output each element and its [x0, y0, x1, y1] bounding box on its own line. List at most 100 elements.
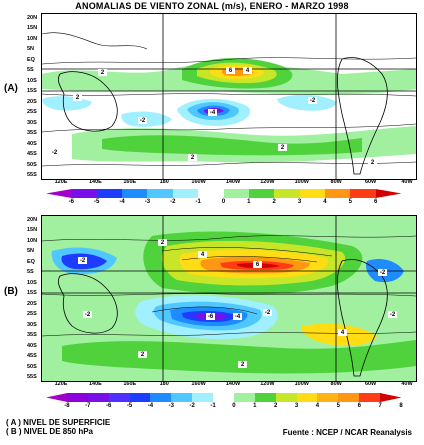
colorbar-swatch — [350, 189, 377, 198]
contour-value-label: 2 — [371, 160, 375, 166]
lat-tick-label: 5N — [27, 46, 35, 53]
lat-tick-label: 5S — [27, 269, 34, 276]
lon-tick-label: 180 — [159, 179, 169, 185]
panel-a-label: (A) — [4, 83, 18, 94]
contour-value-label: -2 — [310, 98, 316, 104]
lon-tick-label: 160W — [191, 381, 206, 387]
lat-tick-label: 10S — [27, 77, 37, 84]
contour-value-label: -6 — [208, 314, 214, 320]
contour-label-bg — [226, 67, 235, 74]
colorbar-tick-label: -1 — [210, 403, 216, 409]
contour-value-label: -2 — [80, 258, 86, 264]
lat-tick-label: EQ — [27, 56, 35, 63]
lat-tick-label: 15N — [27, 25, 38, 32]
contour-label-bg — [368, 159, 377, 166]
lat-tick-label: 50S — [27, 161, 37, 168]
contour-value-label: -4 — [210, 110, 216, 116]
colorbar-swatch — [375, 189, 402, 198]
colorbar-swatch — [324, 189, 351, 198]
colorbar-tick-label: 0 — [221, 199, 226, 205]
lat-tick-label: 35S — [27, 130, 37, 137]
colorbar-tick-label: 4 — [323, 199, 327, 205]
contour-value-label: 2 — [76, 95, 80, 101]
colorbar-swatch — [359, 393, 381, 402]
lat-tick-label: 20N — [27, 15, 38, 21]
lat-tick-label: 45S — [27, 353, 37, 360]
contour-label-bg — [138, 117, 147, 124]
lon-tick-label: 120E — [54, 179, 68, 185]
lat-tick-label: 35S — [27, 332, 37, 339]
lon-tick-label: 180 — [159, 381, 169, 387]
lon-tick-label: 60W — [364, 381, 377, 387]
colorbar-tick-label: -5 — [126, 403, 133, 409]
colorbar-swatch — [46, 189, 72, 198]
colorbar-tick-label: 3 — [297, 199, 302, 205]
lat-tick-label: 25S — [27, 109, 37, 116]
contour-value-label: -2 — [85, 312, 91, 318]
colorbar-swatch — [213, 393, 235, 402]
colorbar-tick-label: 0 — [232, 403, 236, 409]
colorbar-tick-label: 7 — [378, 403, 382, 409]
legend-notes: ( A ) NIVEL DE SUPERFICIE ( B ) NIVEL DE… — [6, 418, 110, 436]
longitude-axis-b: 120E 140E 160E 180 160W 140W 120W 100W 80W 60W 40W — [41, 381, 415, 389]
colorbar-swatch — [274, 189, 301, 198]
contour-value-label: -2 — [390, 312, 396, 318]
map-panel-surface: 2 4 6 -4 -2 2 -2 2 -2 2 2 — [41, 13, 417, 180]
colorbar-tick-label: 1 — [247, 199, 251, 205]
contour-label-bg — [338, 329, 347, 336]
lat-tick-label: 10N — [27, 35, 38, 42]
colorbar-swatch — [71, 189, 98, 198]
lat-tick-label: 15N — [27, 227, 38, 234]
lat-tick-label: 20S — [27, 300, 37, 307]
lat-tick-label: 10N — [27, 237, 38, 244]
contour-value-label: 4 — [341, 330, 345, 336]
lat-tick-label: 45S — [27, 151, 37, 158]
contour-label-bg — [378, 269, 387, 276]
lon-tick-label: 160W — [191, 179, 206, 185]
colorbar-swatch — [254, 393, 277, 402]
colorbar-swatch — [192, 393, 214, 402]
data-source: Fuente : NCEP / NCAR Reanalysis — [282, 428, 412, 437]
contour-value-label: 2 — [161, 240, 165, 246]
colorbar-tick-label: -4 — [119, 199, 125, 205]
lon-tick-label: 140E — [88, 179, 102, 185]
lon-tick-label: 160E — [123, 381, 137, 387]
lat-tick-label: 15S — [27, 290, 37, 297]
map-title: ANOMALIAS DE VIENTO ZONAL (m/s), ENERO -… — [75, 1, 349, 11]
colorbar-swatch — [296, 393, 318, 402]
colorbar-b-labels: -8 -7 -6 -5 -4 -3 -2 -1 0 1 2 3 4 5 6 7 8 — [46, 403, 402, 411]
colorbar-tick-label: -7 — [85, 403, 91, 409]
contour-value-label: -4 — [235, 314, 241, 320]
longitude-axis-a: 120E 140E 160E 180 160W 140W 120W 100W 80W 60W 40W — [41, 179, 415, 187]
contour-label-bg — [73, 94, 82, 101]
contour-value-label: 4 — [201, 252, 205, 258]
contour-label-bg — [98, 69, 107, 76]
lon-tick-label: 60W — [364, 179, 377, 185]
colorbar-tick-label: -3 — [168, 403, 174, 409]
contour-label-bg — [388, 311, 397, 318]
contour-value-label: 6 — [229, 68, 233, 74]
lat-tick-label: 55S — [27, 374, 37, 380]
colorbar-tick-label: -1 — [195, 199, 201, 205]
latitude-axis-b: 20N 15N 10N 5N EQ 5S 10S 15S 20S 25S 30S 35S 40S 45S 5… — [27, 215, 41, 380]
colorbar-a — [46, 189, 402, 198]
panel-b-label: (B) — [4, 286, 18, 297]
lat-tick-label: 40S — [27, 342, 37, 349]
colorbar-tick-label: -2 — [170, 199, 176, 205]
contour-value-label: -2 — [140, 118, 146, 124]
contour-label-bg — [208, 109, 217, 116]
contour-value-label: 2 — [141, 352, 145, 358]
colorbar-swatch — [172, 189, 199, 198]
contour-label-bg — [233, 313, 242, 320]
lon-tick-label: 140W — [225, 179, 241, 185]
colorbar-swatch — [248, 189, 275, 198]
colorbar-tick-label: 6 — [357, 403, 361, 409]
colorbar-swatch — [122, 189, 148, 198]
colorbar-swatch — [147, 189, 174, 198]
contour-value-label: 4 — [246, 68, 250, 74]
colorbar-swatch — [129, 393, 151, 402]
colorbar-tick-label: 2 — [274, 403, 278, 409]
contour-label-bg — [78, 257, 87, 264]
lat-tick-label: 30S — [27, 119, 37, 126]
colorbar-swatch — [46, 393, 68, 402]
